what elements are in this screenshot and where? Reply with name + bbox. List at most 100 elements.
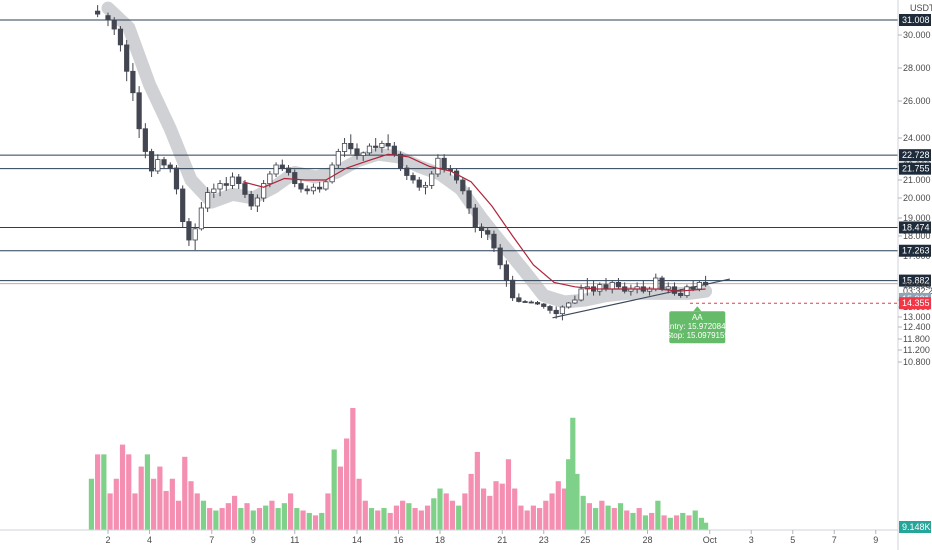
candle-body [435, 157, 441, 175]
candle-body [385, 142, 391, 147]
candle-body [217, 183, 223, 190]
candle-body [155, 159, 161, 172]
candle-body [478, 226, 485, 231]
volume-bar [387, 512, 393, 530]
price-tags: 31.008 22.728 21.755 18.474 17.263 15.88215.6… [899, 14, 932, 533]
volume-bar [418, 510, 424, 530]
candle-body [416, 179, 422, 188]
volume-bar [213, 510, 219, 530]
candle-body [404, 167, 410, 176]
candle-body [223, 183, 229, 186]
stop-level-tag: 14.355 [902, 298, 930, 308]
price-tick-label: 30.000 [903, 30, 931, 40]
time-tick-label: 16 [393, 535, 403, 545]
candle-body [603, 284, 609, 290]
candle-body [211, 188, 217, 193]
volume-bar [617, 503, 624, 530]
volume-bar [312, 515, 319, 530]
candle-body [678, 292, 684, 296]
volume-bar [661, 515, 667, 530]
time-axis[interactable]: 2 4 7 9 11 14 16 18 21 23 25 28 Oct 3 5 7 9 [105, 530, 878, 545]
volume-bar [611, 508, 617, 530]
candle-body [597, 284, 603, 292]
volume-bar [692, 510, 698, 530]
candle-body [503, 264, 510, 281]
candle-body [323, 181, 329, 190]
time-tick-label: Oct [703, 535, 718, 545]
time-tick-label: 3 [749, 535, 754, 545]
candle-body [665, 286, 671, 290]
annotation-line: Stop: 15.0979159 [666, 331, 730, 340]
volume-bar [256, 508, 263, 530]
candle-body [261, 183, 267, 199]
candle-body [615, 281, 622, 288]
price-axis[interactable]: 30.00028.00026.00024.00022.00021.00020.0… [898, 30, 931, 367]
volume-bar [344, 438, 350, 530]
volume-bar [163, 490, 169, 530]
candle-body [180, 188, 186, 222]
volume-bar [480, 488, 487, 530]
level-tag-bg [899, 221, 931, 234]
candle-body [95, 10, 101, 15]
time-tick-label: 7 [209, 535, 214, 545]
candle-body [348, 142, 354, 150]
annotation-pointer [693, 306, 702, 312]
volume-bar [207, 508, 213, 530]
volume-bar [350, 408, 356, 530]
volume-bar [537, 508, 543, 530]
candle-body [609, 281, 615, 290]
volume-bar [169, 478, 175, 530]
candle-body [410, 175, 416, 181]
time-tick-label: 9 [873, 535, 878, 545]
volume-bar [505, 459, 512, 530]
level-tag: 15.882 [902, 276, 930, 286]
candle-body [248, 193, 254, 207]
volume-bar [703, 522, 709, 530]
volume-bar [200, 500, 207, 530]
volume-bar [566, 459, 572, 530]
volume-bar [512, 488, 518, 530]
candle-body [124, 44, 130, 72]
candle-body [422, 184, 429, 188]
candle-body [429, 173, 435, 186]
price-tick-label: 11.200 [903, 345, 930, 355]
candle-body [516, 297, 522, 302]
volume-bar [225, 503, 231, 530]
volume-bar [605, 505, 611, 530]
candle-body [534, 302, 541, 305]
time-tick-label: 23 [539, 535, 549, 545]
volume-bar [263, 505, 269, 530]
level-tag-bg [899, 274, 931, 287]
volume-bar [175, 500, 182, 530]
last-price-label: 15.693 [903, 280, 931, 290]
candle-body [117, 28, 124, 46]
volume-bar [586, 503, 592, 530]
candle-body [391, 145, 397, 155]
price-tick-label: 13.000 [903, 312, 931, 322]
volume-bar [649, 512, 655, 530]
volume-bar [487, 495, 493, 530]
volume-bar [636, 508, 642, 530]
candle-body [242, 183, 248, 195]
volume-bar [337, 466, 343, 530]
volume-bar [680, 512, 686, 530]
price-tick-label: 19.000 [903, 213, 931, 223]
candle-body [528, 301, 534, 304]
price-tick-label: 21.000 [903, 175, 931, 185]
volume-bar [642, 515, 649, 530]
candle-body [173, 167, 180, 190]
candle-body [279, 164, 285, 169]
volume-bar [456, 505, 462, 530]
candle-body [497, 247, 503, 266]
volume-bar [88, 478, 94, 530]
price-tick-label: 18.000 [903, 231, 931, 241]
volume-bar [630, 512, 636, 530]
candle-body [130, 70, 136, 94]
volume-bar [599, 500, 605, 530]
volume-bar [449, 500, 456, 530]
level-tag-bg [899, 244, 931, 257]
annotation-box[interactable] [669, 311, 726, 344]
candle-body [317, 186, 323, 190]
